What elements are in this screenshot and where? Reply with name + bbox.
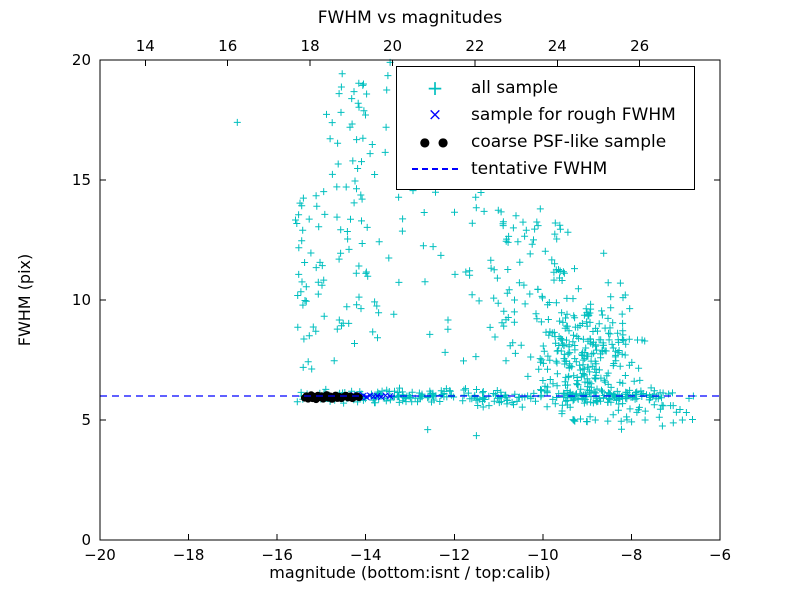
svg-text:16: 16 bbox=[218, 37, 237, 55]
svg-text:26: 26 bbox=[630, 37, 649, 55]
svg-text:14: 14 bbox=[136, 37, 155, 55]
axis-ticks bbox=[99, 59, 721, 541]
svg-text:−20: −20 bbox=[84, 546, 116, 564]
svg-text:5: 5 bbox=[81, 411, 91, 429]
x-axis-label: magnitude (bottom:isnt / top:calib) bbox=[269, 563, 550, 582]
y-axis-label: FWHM (pix) bbox=[15, 254, 34, 347]
x-marker-icon: × bbox=[427, 104, 443, 125]
svg-text:18: 18 bbox=[301, 37, 320, 55]
svg-text:10: 10 bbox=[72, 291, 91, 309]
legend-label-tentative-fwhm: tentative FWHM bbox=[471, 158, 608, 179]
axis-tick-labels: −20 −18 −16 −14 −12 −10 −8 −6 14 16 18 20 22 24 26 0 5 10… bbox=[72, 37, 731, 564]
legend-item-tentative-fwhm: tentative FWHM bbox=[407, 155, 676, 182]
svg-text:−8: −8 bbox=[620, 546, 642, 564]
chart-title: FWHM vs magnitudes bbox=[318, 8, 503, 28]
svg-text:−16: −16 bbox=[261, 546, 293, 564]
svg-text:−10: −10 bbox=[527, 546, 559, 564]
svg-text:0: 0 bbox=[81, 531, 91, 549]
plus-marker-icon: + bbox=[426, 75, 444, 100]
svg-text:22: 22 bbox=[465, 37, 484, 55]
svg-text:−6: −6 bbox=[709, 546, 731, 564]
legend-item-rough-fwhm: × sample for rough FWHM bbox=[407, 101, 676, 128]
svg-text:−12: −12 bbox=[438, 546, 470, 564]
svg-text:20: 20 bbox=[383, 37, 402, 55]
legend-item-all-sample: + all sample bbox=[407, 74, 676, 101]
legend: + all sample × sample for rough FWHM ● ●… bbox=[396, 66, 695, 190]
legend-label-coarse-psf: coarse PSF-like sample bbox=[471, 131, 667, 152]
legend-label-rough-fwhm: sample for rough FWHM bbox=[471, 104, 676, 125]
scatter-points bbox=[233, 58, 697, 440]
legend-label-all-sample: all sample bbox=[471, 77, 559, 98]
dashed-line-icon bbox=[407, 159, 463, 179]
svg-text:20: 20 bbox=[72, 51, 91, 69]
svg-text:24: 24 bbox=[548, 37, 567, 55]
legend-item-coarse-psf: ● ● coarse PSF-like sample bbox=[407, 128, 676, 155]
svg-text:15: 15 bbox=[72, 171, 91, 189]
dots-marker-icon: ● ● bbox=[419, 134, 451, 149]
svg-text:−14: −14 bbox=[350, 546, 382, 564]
svg-text:−18: −18 bbox=[173, 546, 205, 564]
